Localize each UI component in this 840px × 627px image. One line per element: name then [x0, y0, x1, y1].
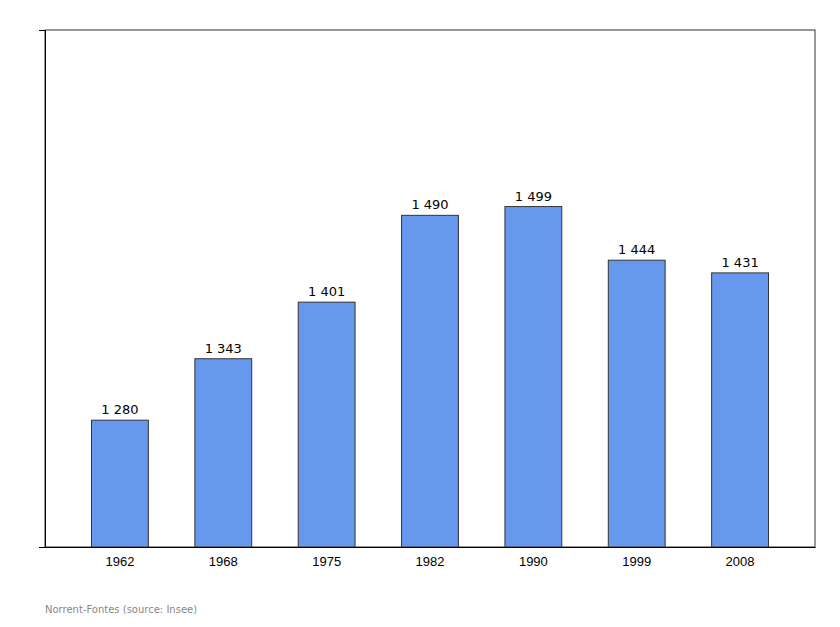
- x-axis: 1962 1968 1975 1982 1990 1999 2008: [46, 548, 816, 570]
- x-tick: 1999: [622, 554, 651, 569]
- bar: [92, 420, 149, 547]
- x-tick: 1968: [209, 554, 238, 569]
- data-label: 1 401: [308, 284, 345, 299]
- x-tick-label: 1962: [105, 554, 134, 569]
- x-tick: 2008: [726, 554, 755, 569]
- bar: [298, 302, 355, 547]
- x-tick: 1982: [416, 554, 445, 569]
- x-tick: 1962: [105, 554, 134, 569]
- x-tick: 1990: [519, 554, 548, 569]
- y-axis: [39, 31, 46, 548]
- x-tick: 1975: [312, 554, 341, 569]
- bar: [712, 273, 769, 547]
- bars: [92, 207, 769, 547]
- bar: [505, 207, 562, 547]
- x-tick-label: 1975: [312, 554, 341, 569]
- data-labels: 1 280 1 343 1 401 1 490 1 499 1 444 1 431: [101, 189, 758, 418]
- x-tick-label: 1990: [519, 554, 548, 569]
- data-label: 1 499: [515, 189, 552, 204]
- x-axis-line: [46, 547, 816, 548]
- bar: [195, 359, 252, 547]
- plot-area: 1 2801 3431 4011 4901 4991 4441 43119621…: [39, 30, 816, 569]
- data-label: 1 444: [618, 242, 655, 257]
- data-label: 1 280: [101, 402, 138, 417]
- y-axis-line: [39, 31, 46, 548]
- x-tick-label: 2008: [726, 554, 755, 569]
- data-label: 1 490: [411, 197, 448, 212]
- chart: 1 2801 3431 4011 4901 4991 4441 43119621…: [0, 0, 840, 627]
- bar: [402, 215, 459, 547]
- x-tick-label: 1982: [416, 554, 445, 569]
- bar: [608, 260, 665, 547]
- data-label: 1 343: [205, 341, 242, 356]
- plot-frame: [45, 30, 815, 547]
- data-label: 1 431: [721, 255, 758, 270]
- x-tick-label: 1968: [209, 554, 238, 569]
- x-tick-label: 1999: [622, 554, 651, 569]
- annotation: Norrent-Fontes (source: Insee): [45, 604, 197, 615]
